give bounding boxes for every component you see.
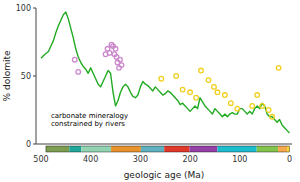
period-segment	[164, 146, 189, 152]
line	[41, 12, 290, 133]
scatter-point	[223, 93, 228, 98]
scatter-point	[174, 74, 179, 79]
annotation-line: carbonate mineralogy	[51, 112, 128, 120]
scatter-point	[107, 51, 112, 56]
x-axis-line	[36, 144, 292, 145]
period-bar-border	[46, 146, 290, 152]
scatter-point	[159, 76, 164, 81]
x-tick-label: 0	[287, 155, 292, 164]
y-tick-label: 100	[16, 4, 31, 13]
x-tick-label: 500	[33, 155, 48, 164]
period-segment	[257, 146, 278, 152]
period-bar	[46, 146, 290, 152]
scatter-point	[266, 108, 271, 113]
annotation: carbonate mineralogyconstrained by river…	[51, 112, 128, 128]
scatter-point	[188, 90, 193, 95]
x-tick-label: 200	[182, 155, 197, 164]
chart: 500 400 300 200 100 0 0 50 100 geologic age (Ma)%…	[0, 0, 300, 182]
scatter-point	[270, 115, 275, 120]
y-tick	[33, 8, 36, 9]
y-tick-label: 50	[21, 72, 31, 81]
x-tick-label: 300	[133, 155, 148, 164]
scatter-point	[235, 106, 240, 111]
scatter-point	[260, 104, 265, 109]
period-segment	[69, 146, 81, 152]
scatter-point	[113, 47, 118, 52]
scatter-point	[194, 95, 199, 100]
scatter-point	[199, 68, 204, 73]
scatter-point	[276, 66, 281, 71]
scatter-point	[206, 78, 211, 83]
plot-data	[41, 12, 290, 133]
period-segment	[46, 146, 69, 152]
y-axis-label: % dolomite	[2, 50, 12, 101]
y-tick	[33, 76, 36, 77]
period-segment	[111, 146, 141, 152]
scatter-point	[118, 57, 123, 62]
period-segment	[278, 146, 287, 152]
period-segment	[81, 146, 111, 152]
scatter-point	[229, 101, 234, 106]
scatter-point	[212, 85, 217, 90]
y-tick	[33, 144, 36, 145]
scatter-point	[215, 90, 220, 95]
x-axis-label: geologic age (Ma)	[124, 170, 205, 180]
x-tick-label: 400	[83, 155, 98, 164]
annotation-line: constrained by rivers	[51, 120, 125, 128]
scatter-point	[72, 57, 77, 62]
scatter-point	[250, 104, 255, 109]
period-segment	[141, 146, 164, 152]
scatter-point	[76, 70, 81, 75]
scatter-point	[255, 93, 260, 98]
scatter-point	[180, 87, 185, 92]
period-segment	[217, 146, 256, 152]
period-segment	[190, 146, 218, 152]
scatter-point	[119, 63, 124, 68]
y-tick-label: 0	[26, 140, 31, 149]
x-tick-label: 100	[232, 155, 247, 164]
period-segment	[287, 146, 289, 152]
